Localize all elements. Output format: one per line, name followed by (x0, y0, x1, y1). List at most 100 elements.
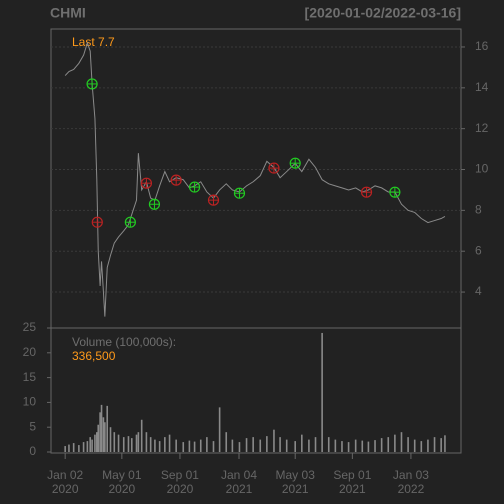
volume-bar (308, 439, 310, 453)
volume-bar (106, 405, 109, 453)
volume-bar (122, 437, 125, 453)
volume-bar (225, 432, 228, 453)
volume-bar (301, 434, 303, 453)
volume-bar (72, 443, 75, 453)
volume-bar (154, 439, 156, 453)
volume-bar (68, 444, 70, 453)
volume-bar (96, 432, 98, 453)
volume-bar (137, 432, 140, 453)
x-tick-label: Jan 02 2020 (47, 468, 83, 496)
volume-bar (367, 441, 370, 453)
volume-bar (91, 439, 93, 453)
volume-bar (407, 437, 409, 453)
volume-bar (400, 432, 403, 453)
volume-bar (321, 332, 323, 453)
y-tick-label: 20 (23, 345, 37, 359)
y-tick-label: 12 (475, 121, 489, 135)
volume-bar (89, 437, 92, 453)
volume-bar (130, 438, 133, 453)
volume-bar (347, 442, 350, 453)
y-tick-label: 4 (475, 284, 482, 298)
volume-bar (259, 439, 262, 453)
y-tick-label: 10 (475, 162, 489, 176)
volume-bar (245, 438, 248, 453)
volume-bar (164, 437, 166, 453)
volume-last: 336,500 (72, 349, 116, 363)
volume-bar (78, 445, 80, 453)
volume-bar (158, 441, 161, 453)
volume-bar (117, 434, 120, 453)
volume-bar (433, 437, 436, 453)
volume-bar (218, 407, 221, 453)
volume-bar (113, 432, 116, 453)
price-line (64, 41, 446, 317)
volume-bar (238, 442, 241, 453)
volume-bar (361, 440, 364, 453)
volume-bar (82, 442, 85, 453)
volume-bar (182, 442, 185, 453)
volume-bar (252, 437, 254, 453)
volume-bar (188, 440, 191, 453)
volume-bar (100, 404, 103, 453)
y-tick-label: 25 (23, 320, 37, 334)
volume-bar (266, 436, 268, 453)
volume-bar (199, 439, 202, 453)
volume-bar (374, 440, 376, 453)
y-tick-label: 8 (475, 203, 482, 217)
volume-bar (327, 437, 330, 453)
volume-bar (140, 419, 143, 453)
volume-bar (341, 441, 343, 453)
x-tick-label: Jan 04 2021 (221, 468, 257, 496)
x-tick-label: May 01 2020 (102, 468, 142, 496)
volume-bar (440, 438, 442, 453)
volume-bar (109, 427, 112, 453)
y-tick-label: 10 (23, 395, 37, 409)
volume-bar (413, 439, 416, 453)
volume-bar (104, 422, 106, 453)
y-tick-label: 16 (475, 39, 489, 53)
y-tick-label: 0 (29, 444, 36, 458)
volume-bar (285, 439, 288, 453)
volume-bar (387, 437, 390, 453)
volume-bar (99, 412, 101, 453)
price-panel (50, 28, 462, 329)
volume-bar (168, 434, 171, 453)
volume-bar (86, 441, 89, 453)
x-tick-label: Jan 03 2022 (393, 468, 429, 496)
volume-bar (334, 439, 337, 453)
last-label: Last 7.7 (72, 35, 115, 49)
x-tick-label: May 03 2021 (276, 468, 316, 496)
volume-bar (279, 437, 281, 453)
chart-title: CHMI (50, 5, 86, 21)
y-tick-label: 6 (475, 243, 482, 257)
volume-bar (231, 439, 234, 453)
volume-bar (273, 429, 275, 453)
volume-bar (94, 434, 96, 453)
volume-bar (444, 435, 446, 453)
volume-bar (420, 441, 423, 453)
volume-bar (394, 434, 396, 453)
volume-bar (427, 439, 429, 453)
volume-bar (145, 432, 148, 453)
volume-bar (135, 434, 138, 453)
x-tick-label: Sep 01 2020 (161, 468, 199, 496)
volume-bar (175, 439, 177, 453)
volume-bar (64, 446, 66, 453)
y-tick-label: 14 (475, 80, 489, 94)
volume-bar (102, 417, 105, 453)
y-tick-label: 15 (23, 370, 37, 384)
volume-title: Volume (100,000s): (72, 335, 176, 349)
volume-bar (193, 441, 196, 453)
x-tick-label: Sep 01 2021 (333, 468, 371, 496)
volume-bar (314, 437, 317, 453)
volume-bar (294, 441, 297, 453)
volume-bar (206, 437, 208, 453)
volume-bar (149, 437, 152, 453)
volume-bar (354, 439, 357, 453)
volume-bar (212, 441, 215, 453)
volume-bar (380, 438, 383, 453)
y-tick-label: 5 (29, 419, 36, 433)
volume-bar (97, 424, 100, 453)
volume-bar (127, 436, 130, 453)
